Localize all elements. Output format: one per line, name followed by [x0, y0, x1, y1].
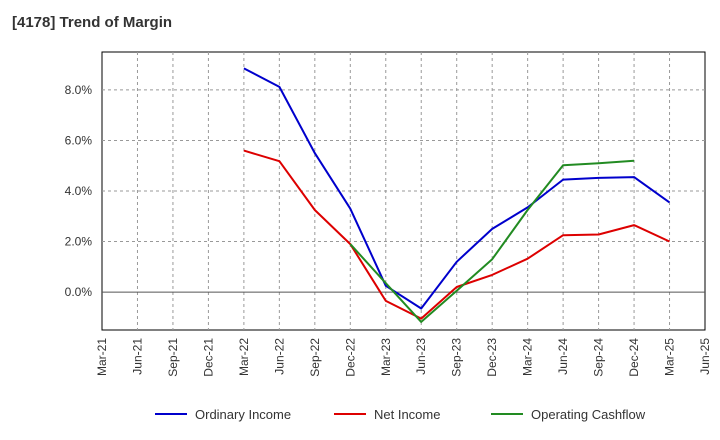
x-tick-label: Mar-21 [95, 338, 109, 376]
x-tick-label: Mar-23 [379, 338, 393, 376]
y-tick-label: 4.0% [65, 184, 93, 198]
series-line-net-income [243, 149, 670, 320]
x-tick-label: Jun-21 [130, 338, 144, 375]
series-lines [243, 67, 671, 323]
x-tick-label: Sep-24 [592, 338, 606, 377]
series-line-operating-cashflow [349, 159, 635, 323]
x-tick-label: Dec-21 [201, 338, 215, 377]
series-line-ordinary-income [243, 67, 671, 310]
y-axis-ticks: 0.0% 2.0% 4.0% 6.0% 8.0% [65, 83, 93, 299]
x-tick-label: Sep-23 [450, 338, 464, 377]
x-tick-label: Mar-24 [521, 338, 535, 376]
x-tick-label: Sep-22 [308, 338, 322, 377]
x-tick-label: Mar-22 [237, 338, 251, 376]
x-axis-ticks: Mar-21 Jun-21 Sep-21 Dec-21 Mar-22 Jun-22 Sep-… [95, 338, 712, 377]
x-tick-label: Jun-24 [556, 338, 570, 375]
legend: Ordinary Income Net Income Operating Cashf… [155, 407, 646, 422]
y-tick-label: 0.0% [65, 285, 93, 299]
x-tick-label: Dec-22 [343, 338, 357, 377]
grid-lines [102, 52, 705, 330]
x-tick-label: Jun-23 [414, 338, 428, 375]
x-tick-label: Sep-21 [166, 338, 180, 377]
chart-title: [4178] Trend of Margin [12, 14, 173, 31]
y-tick-label: 6.0% [65, 133, 93, 147]
legend-label-operating-cashflow: Operating Cashflow [531, 407, 646, 422]
y-tick-label: 8.0% [65, 83, 93, 97]
x-tick-label: Mar-25 [663, 338, 677, 376]
x-tick-label: Jun-25 [698, 338, 712, 375]
y-tick-label: 2.0% [65, 235, 93, 249]
legend-label-ordinary-income: Ordinary Income [195, 407, 291, 422]
x-tick-label: Dec-23 [485, 338, 499, 377]
legend-label-net-income: Net Income [374, 407, 440, 422]
x-tick-label: Dec-24 [627, 338, 641, 377]
x-tick-label: Jun-22 [272, 338, 286, 375]
